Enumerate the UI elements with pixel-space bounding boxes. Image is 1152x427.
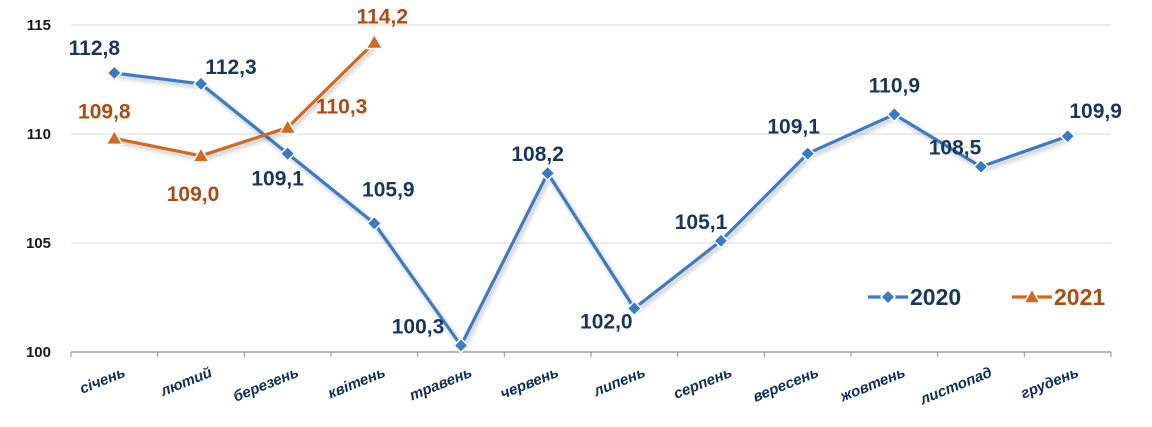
x-tick-label-4: травень bbox=[407, 364, 474, 404]
marker-2020-9 bbox=[886, 106, 903, 123]
y-tick-label-110: 110 bbox=[27, 126, 51, 143]
data-label-2021-2: 110,3 bbox=[316, 95, 367, 118]
x-tick-label-6: липень bbox=[590, 364, 647, 400]
legend: 2020 2021 bbox=[868, 284, 1105, 310]
data-label-2020-8: 109,1 bbox=[767, 116, 820, 139]
legend-marker-2020 bbox=[879, 288, 897, 306]
series-group bbox=[105, 32, 1076, 354]
x-tick-label-0: січень bbox=[77, 364, 128, 398]
x-tick-label-9: жовтень bbox=[837, 364, 908, 406]
data-label-2021-1: 109,0 bbox=[167, 183, 220, 206]
legend-label-2020: 2020 bbox=[910, 284, 961, 310]
marker-2020-4 bbox=[452, 337, 470, 354]
x-tick-label-11: грудень bbox=[1019, 364, 1082, 403]
data-label-2020-11: 109,9 bbox=[1069, 100, 1122, 123]
data-label-2021-0: 109,8 bbox=[78, 100, 131, 123]
data-label-2020-7: 105,1 bbox=[675, 211, 728, 234]
legend-marker-2021 bbox=[1022, 287, 1042, 304]
marker-2021-1 bbox=[191, 146, 211, 163]
marker-2020-5 bbox=[539, 165, 556, 182]
marker-2020-10 bbox=[972, 158, 990, 175]
marker-2021-2 bbox=[278, 117, 297, 135]
legend-label-2021: 2021 bbox=[1054, 284, 1105, 310]
data-label-2020-5: 108,2 bbox=[511, 143, 564, 166]
y-tick-label-115: 115 bbox=[27, 17, 51, 34]
data-label-2020-2: 109,1 bbox=[251, 168, 304, 191]
marker-2020-0 bbox=[106, 64, 123, 82]
marker-2020-1 bbox=[192, 75, 210, 92]
data-labels: 112,8 112,3 109,1 105,9 100,3 108,2 102,0 105,1… bbox=[69, 5, 1122, 338]
x-tick-label-1: лютий bbox=[157, 364, 214, 400]
x-tick-label-7: серпень bbox=[671, 364, 734, 403]
marker-2021-3 bbox=[365, 32, 384, 50]
x-tick-label-8: вересень bbox=[750, 364, 821, 406]
data-label-2020-3: 105,9 bbox=[362, 178, 415, 201]
x-tick-label-10: листопад bbox=[917, 364, 995, 409]
data-label-2020-6: 102,0 bbox=[580, 310, 633, 333]
marker-2020-11 bbox=[1059, 128, 1076, 145]
axes: 100 105 110 115 січень лютий березень квітень тр… bbox=[26, 17, 1112, 409]
data-label-2020-9: 110,9 bbox=[869, 74, 920, 97]
marker-2020-2 bbox=[279, 145, 296, 162]
marker-2020-8 bbox=[799, 145, 816, 162]
data-label-2020-10: 108,5 bbox=[929, 137, 982, 160]
series-line-2021 bbox=[113, 41, 376, 158]
x-tick-label-5: червень bbox=[498, 364, 561, 403]
marker-2021-0 bbox=[105, 128, 124, 146]
y-tick-label-100: 100 bbox=[26, 344, 51, 361]
y-tick-label-105: 105 bbox=[26, 235, 51, 252]
data-label-2021-3: 114,2 bbox=[357, 5, 408, 28]
marker-2020-3 bbox=[366, 215, 383, 232]
marker-2020-7 bbox=[712, 232, 730, 249]
x-tick-label-3: квітень bbox=[326, 364, 388, 402]
marker-2020-6 bbox=[626, 300, 643, 317]
x-tick-label-2: березень bbox=[231, 364, 301, 406]
series-line-2020 bbox=[114, 71, 1069, 348]
data-label-2020-0: 112,8 bbox=[69, 37, 121, 60]
data-label-2020-1: 112,3 bbox=[205, 56, 256, 79]
data-label-2020-4: 100,3 bbox=[392, 315, 445, 338]
